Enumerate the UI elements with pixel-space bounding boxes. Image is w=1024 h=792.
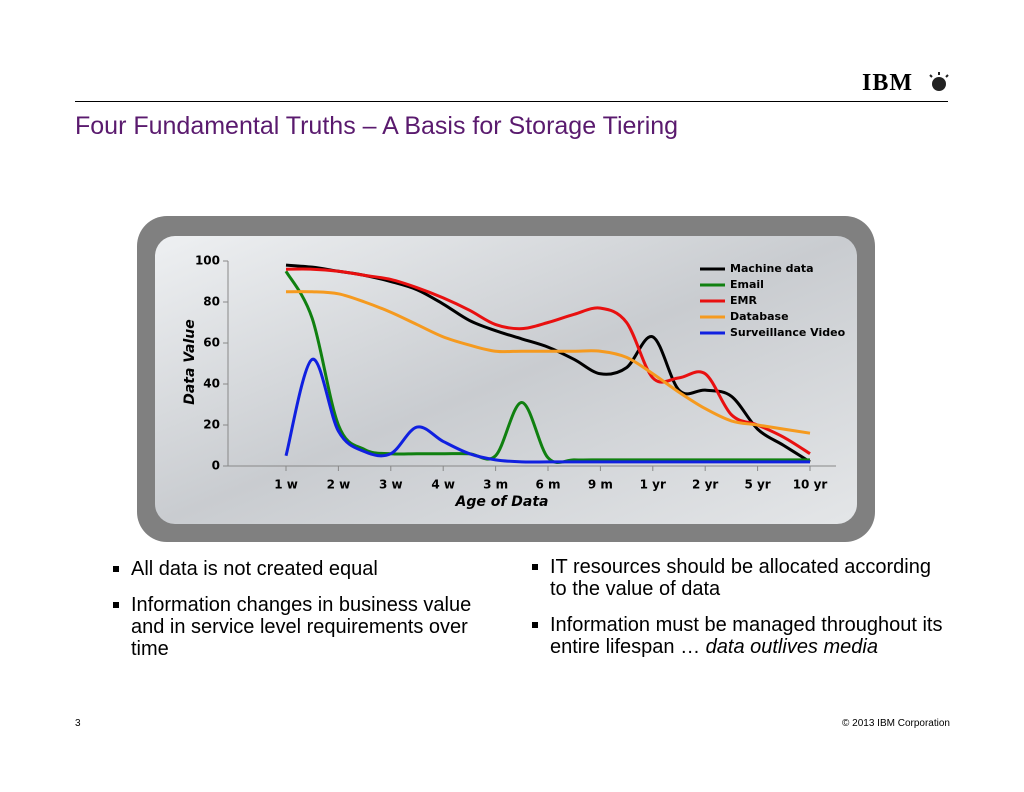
logo: IBM	[862, 70, 913, 96]
legend-label: Machine data	[730, 262, 814, 275]
logo-icon	[929, 72, 949, 91]
slide-title: Four Fundamental Truths – A Basis for St…	[75, 112, 679, 140]
y-tick-label: 100	[195, 254, 220, 268]
header-rule	[75, 101, 948, 102]
bullet: All data is not created equal	[111, 558, 491, 580]
y-tick-label: 80	[203, 295, 220, 309]
line-series	[285, 290, 811, 435]
bullet: IT resources should be allocated accordi…	[530, 556, 950, 600]
y-tick-label: 40	[203, 377, 220, 391]
x-tick-label: 6 m	[535, 478, 560, 492]
y-tick-label: 20	[203, 418, 220, 432]
y-axis-label: Data Value	[182, 319, 198, 405]
line-series	[284, 357, 810, 464]
x-axis-label: Age of Data	[454, 494, 548, 510]
x-tick-label: 1 yr	[640, 478, 666, 492]
bullet: Information changes in business value an…	[111, 594, 491, 660]
bullets-right: IT resources should be allocated accordi…	[530, 556, 950, 672]
x-tick-label: 4 w	[431, 478, 455, 492]
x-tick-label: 3 w	[379, 478, 403, 492]
x-tick-label: 9 m	[588, 478, 613, 492]
chart: Data Value Age of Data 0 20 40 60 80 100 1 w 2 …	[137, 216, 875, 542]
x-tick-label: 2 w	[327, 478, 351, 492]
page-number: 3	[75, 718, 81, 729]
bullet: Information must be managed throughout i…	[530, 614, 950, 658]
bullet-emphasis: data outlives media	[705, 636, 878, 658]
x-tick-label: 2 yr	[692, 478, 718, 492]
y-tick-label: 60	[203, 336, 220, 350]
legend-label: Surveillance Video	[730, 326, 846, 339]
y-tick-label: 0	[212, 459, 220, 473]
line-series	[284, 270, 810, 465]
x-tick-label: 3 m	[483, 478, 508, 492]
legend-label: EMR	[730, 294, 757, 307]
legend-label: Email	[730, 278, 764, 291]
x-tick-label: 1 w	[274, 478, 298, 492]
chart-panel	[155, 236, 857, 524]
bullets-left: All data is not created equal Information…	[111, 558, 491, 674]
x-tick-label: 5 yr	[744, 478, 770, 492]
x-tick-label: 10 yr	[793, 478, 828, 492]
line-series	[285, 267, 811, 455]
copyright: © 2013 IBM Corporation	[842, 718, 950, 729]
legend-label: Database	[730, 310, 789, 323]
bullet-text: IT resources should be allocated accordi…	[550, 556, 931, 600]
bullet-text: Information must be managed throughout i…	[550, 614, 943, 658]
